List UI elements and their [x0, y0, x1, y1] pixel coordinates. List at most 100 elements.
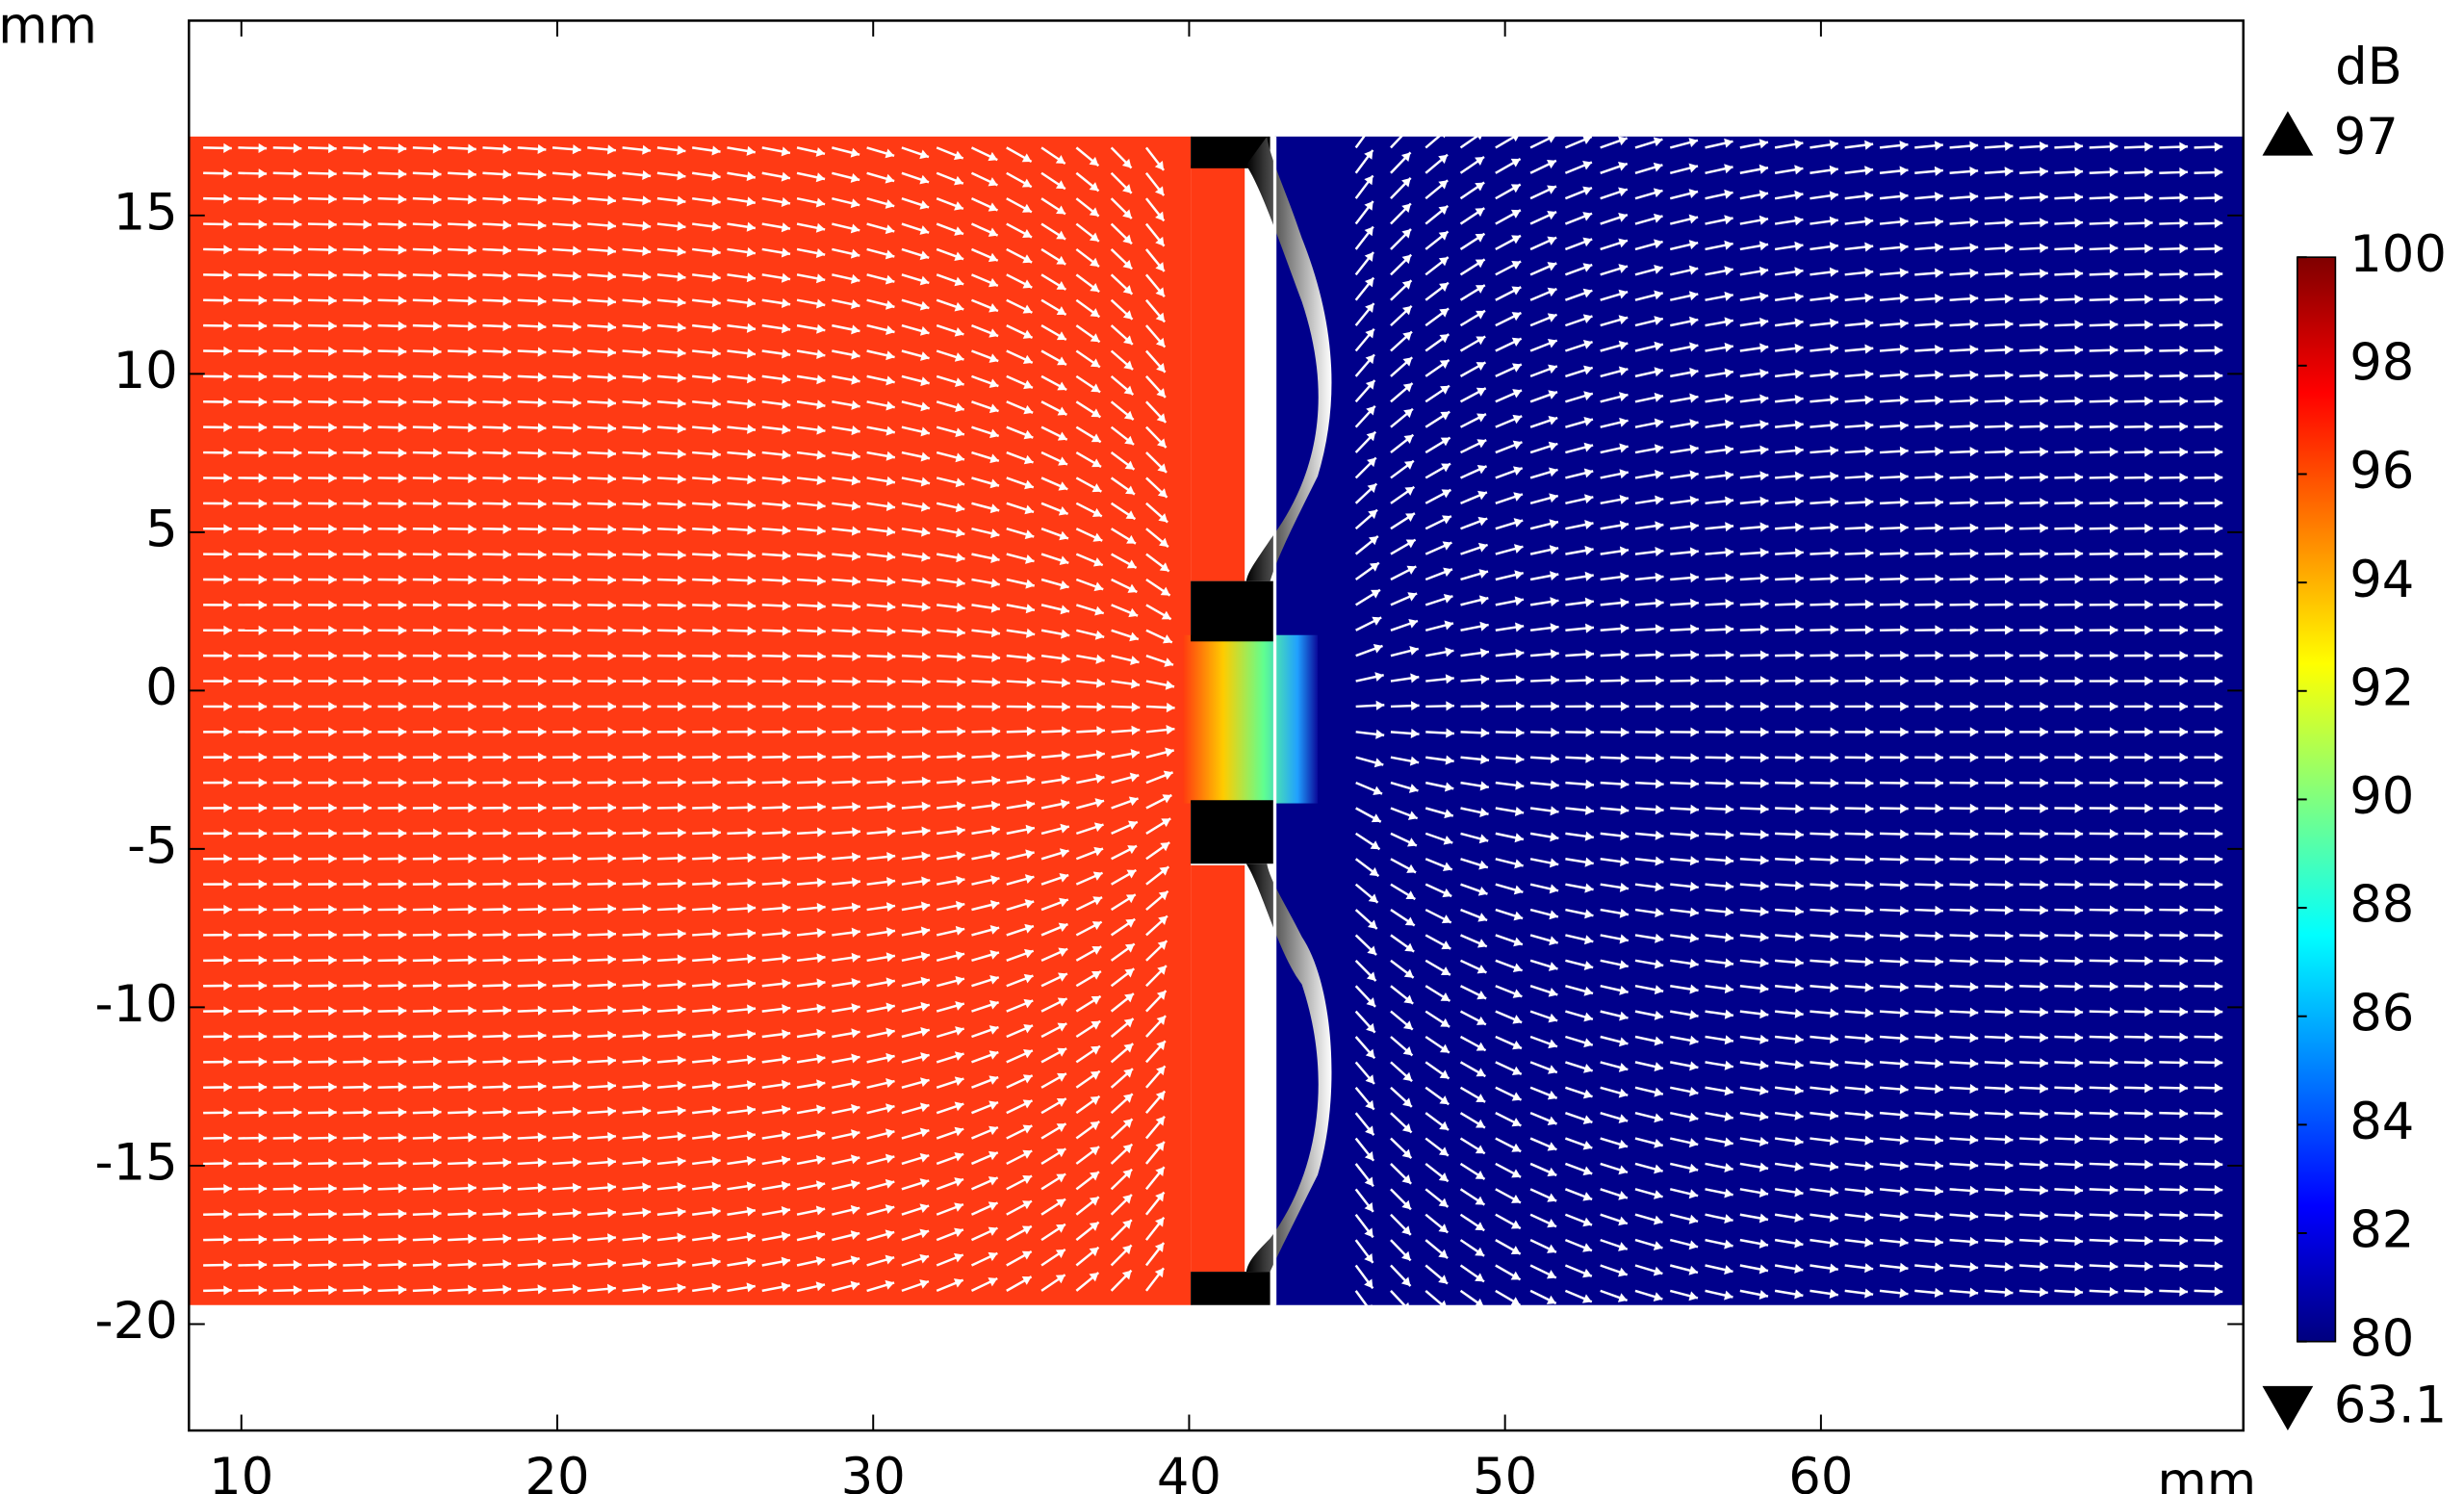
- arrow-head: [2179, 1057, 2188, 1069]
- arrow-head: [1934, 192, 1943, 202]
- arrow-head: [816, 450, 826, 460]
- arrow-head: [2040, 396, 2048, 406]
- arrow-head: [258, 777, 268, 788]
- arrow-head: [1512, 414, 1523, 425]
- arrow-head: [1512, 1040, 1522, 1050]
- arrow-head: [1830, 650, 1839, 660]
- arrow-head: [1477, 886, 1488, 896]
- arrow-head: [1442, 888, 1452, 898]
- arrow-head: [1513, 492, 1523, 502]
- arrow-head: [573, 600, 581, 610]
- arrow-head: [1794, 369, 1804, 379]
- arrow-head: [607, 423, 616, 433]
- arrow-head: [223, 498, 232, 509]
- arrow-head: [1546, 1295, 1556, 1304]
- arrow-head: [468, 777, 476, 788]
- arrow-head: [886, 526, 896, 537]
- y-unit: mm: [0, 0, 97, 55]
- arrow-head: [1511, 1143, 1522, 1152]
- arrow-head: [1654, 367, 1663, 377]
- wall: [1191, 1272, 1270, 1305]
- arrow-head: [990, 603, 1000, 613]
- arrow-head: [1403, 460, 1414, 470]
- arrow-head: [677, 1181, 686, 1193]
- arrow-head: [642, 651, 652, 661]
- arrow-head: [1617, 1293, 1628, 1302]
- arrow-head: [712, 802, 721, 812]
- arrow-head: [258, 955, 268, 966]
- arrow-head: [1511, 1092, 1522, 1101]
- arrow-head: [1093, 581, 1104, 592]
- arrow-head: [1402, 1071, 1413, 1082]
- arrow-head: [328, 625, 337, 635]
- arrow-head: [2179, 1032, 2188, 1043]
- arrow-head: [919, 300, 930, 311]
- arrow-head: [1759, 676, 1769, 686]
- arrow-head: [2040, 549, 2048, 559]
- arrow-head: [2040, 778, 2048, 788]
- arrow-head: [293, 346, 302, 357]
- arrow-head: [815, 1230, 826, 1241]
- arrow-head: [815, 1180, 826, 1191]
- arrow-head: [886, 927, 895, 938]
- arrow-head: [468, 727, 476, 737]
- arrows: [203, 123, 2223, 1315]
- arrow-head: [398, 625, 407, 636]
- arrow-head: [1830, 982, 1838, 993]
- arrow-head: [1090, 1095, 1100, 1105]
- arrow-head: [432, 423, 442, 433]
- arrow-head: [677, 853, 686, 863]
- arrow-head: [2074, 269, 2084, 279]
- arrow-head: [363, 168, 372, 179]
- arrow-head: [1758, 292, 1769, 302]
- arrow-head: [1689, 1010, 1699, 1020]
- arrow-head: [642, 1232, 652, 1244]
- arrow-head: [2214, 1184, 2223, 1196]
- arrow-head: [1583, 1038, 1593, 1048]
- arrow-head: [1969, 192, 1979, 202]
- arrow-head: [572, 1182, 581, 1193]
- arrow-head: [1022, 1149, 1033, 1159]
- arrow-head: [1512, 1015, 1523, 1024]
- arrow-head: [1724, 215, 1733, 225]
- arrow-head: [1373, 758, 1384, 768]
- arrow-head: [642, 195, 652, 206]
- arrow-head: [2004, 472, 2014, 482]
- arrow-head: [1511, 337, 1522, 347]
- arrow-head: [711, 474, 721, 485]
- arrow-head: [432, 524, 442, 534]
- arrow-head: [1159, 562, 1169, 572]
- arrow-head: [1795, 573, 1804, 584]
- arrow-head: [1689, 547, 1699, 557]
- arrow-head: [2040, 803, 2048, 813]
- arrow-head: [2040, 574, 2048, 584]
- arrow-head: [954, 377, 964, 387]
- arrow-head: [2109, 218, 2118, 228]
- arrow-head: [1060, 580, 1069, 590]
- arrow-head: [2109, 294, 2118, 305]
- arrow-head: [886, 776, 896, 787]
- arrow-head: [2074, 421, 2084, 432]
- arrow-head: [1969, 472, 1979, 482]
- arrow-head: [1724, 470, 1734, 480]
- arrow-head: [432, 1208, 442, 1219]
- colorbar-tick-label: 96: [2349, 442, 2414, 501]
- arrow-head: [852, 576, 860, 586]
- arrow-head: [468, 397, 476, 408]
- arrow-head: [782, 953, 791, 964]
- arrow-head: [1124, 993, 1134, 1003]
- arrow-head: [1056, 1173, 1066, 1183]
- arrow-head: [1025, 604, 1035, 614]
- arrow-head: [920, 376, 930, 387]
- arrow-head: [328, 270, 337, 280]
- arrow-head: [2004, 192, 2014, 202]
- arrow-head: [2214, 650, 2223, 661]
- arrow-head: [2143, 1235, 2153, 1247]
- arrow-head: [502, 372, 512, 382]
- arrow-head: [432, 1234, 442, 1245]
- arrow-head: [572, 423, 581, 433]
- arrow-head: [258, 219, 268, 230]
- arrow-head: [642, 1207, 652, 1218]
- arrow-head: [223, 651, 232, 661]
- arrow-head: [328, 575, 337, 585]
